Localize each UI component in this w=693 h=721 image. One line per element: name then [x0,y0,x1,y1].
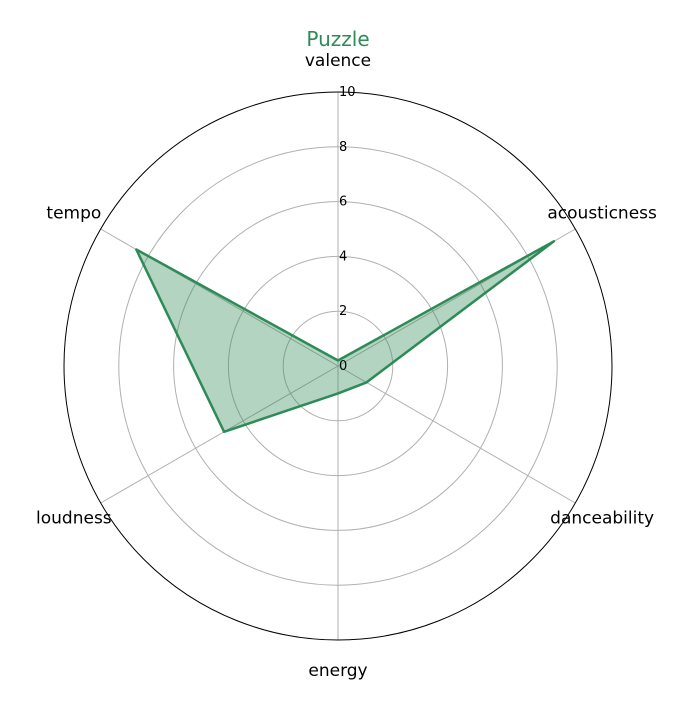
tick-label-8: 8 [339,140,347,155]
outer-frame [63,91,613,641]
tick-label-10: 10 [339,85,356,100]
chart-title: Puzzle [306,27,369,51]
axis-label-acousticness: acousticness [547,204,657,224]
radial-tick-labels: 0 2 4 6 8 10 [339,85,356,374]
series-layer [135,240,556,434]
tick-label-4: 4 [339,249,347,264]
series-line-0 [135,240,556,434]
series-fill-0 [136,241,554,432]
tick-label-2: 2 [339,304,347,319]
axis-labels: valence acousticness danceability energy lou… [36,51,657,681]
tick-label-6: 6 [339,195,347,210]
tick-label-0: 0 [339,359,347,374]
axis-label-tempo: tempo [46,204,101,224]
axis-label-energy: energy [308,661,367,681]
spoke-danceability [337,365,576,504]
axis-label-danceability: danceability [550,509,654,529]
spoke-loudness [100,365,339,504]
axis-label-loudness: loudness [36,509,112,529]
axis-label-valence: valence [305,51,371,71]
